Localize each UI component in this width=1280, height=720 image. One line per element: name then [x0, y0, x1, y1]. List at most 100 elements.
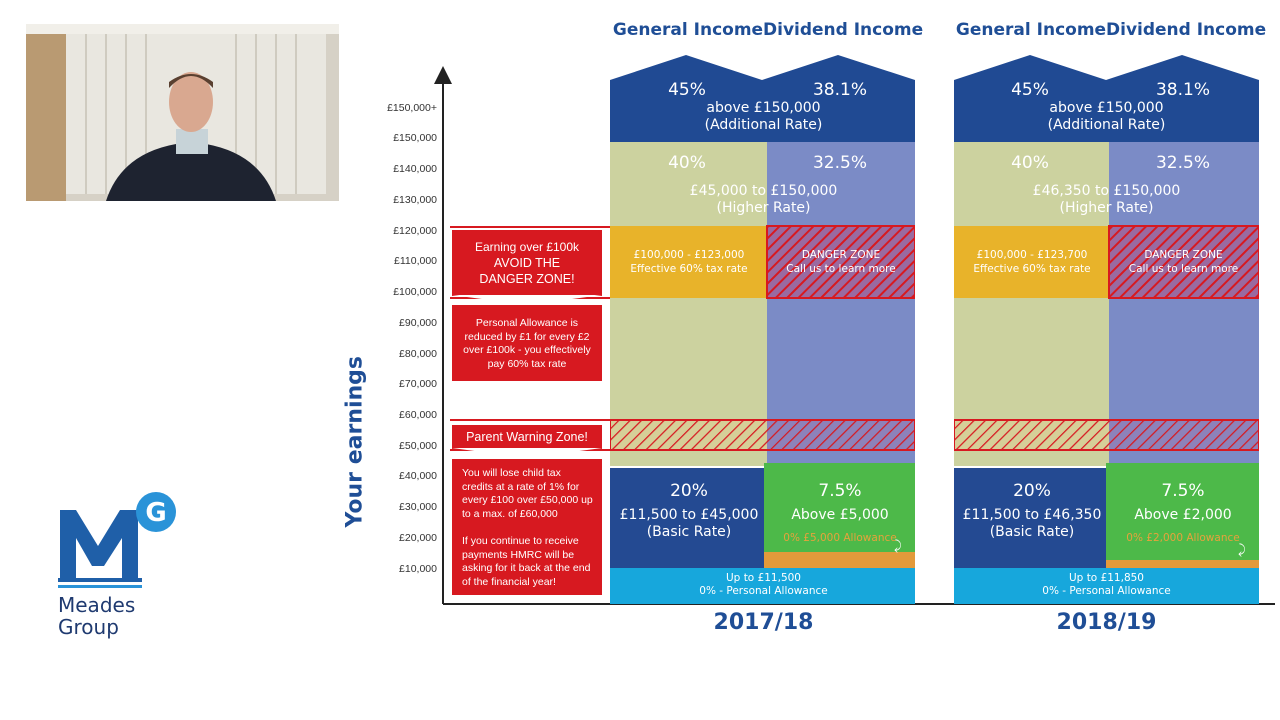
dividend-higher-pct: 32.5% [812, 153, 867, 173]
webcam-video [26, 24, 339, 201]
y-tick: £20,000 [399, 532, 437, 544]
svg-text:G: G [145, 498, 166, 528]
parent-zone-hatch-general [610, 420, 767, 450]
danger-zone-hatch [767, 226, 915, 298]
additional-rate-general [954, 55, 1106, 142]
additional-rate-range: above £150,000 [1049, 100, 1164, 116]
danger-callout-title: Earning over £100k [474, 240, 580, 254]
dividend-higher-pct: 32.5% [1155, 153, 1210, 173]
higher-rate-label: (Higher Rate) [716, 200, 811, 216]
dividend-basic-range: Above £2,000 [1134, 507, 1232, 523]
y-tick: £120,000 [393, 225, 437, 237]
danger-callout-header: Earning over £100k AVOID THE DANGER ZONE… [452, 230, 602, 296]
personal-allowance-label: 0% - Personal Allowance [699, 585, 828, 597]
general-additional-pct: 45% [668, 80, 706, 100]
danger-callout-body: Personal Allowance is reduced by £1 for … [452, 305, 602, 381]
additional-rate-dividend [1106, 55, 1259, 142]
taper-range: £100,000 - £123,000 [633, 249, 745, 261]
higher-rate-general [610, 142, 767, 466]
y-tick: £30,000 [399, 501, 437, 513]
dividend-basic-pct: 7.5% [818, 481, 862, 501]
y-tick: £90,000 [399, 317, 437, 329]
personal-allowance-label: 0% - Personal Allowance [1042, 585, 1171, 597]
basic-label: (Basic Rate) [989, 524, 1075, 540]
general-income-header: General Income [955, 20, 1107, 40]
dividend-additional-pct: 38.1% [1155, 80, 1210, 100]
dividend-income-header: Dividend Income [1106, 20, 1267, 40]
basic-pct: 20% [670, 481, 708, 501]
additional-rate-dividend [762, 55, 915, 142]
dividend-basic-pct: 7.5% [1161, 481, 1205, 501]
danger-callout-bold: AVOID THE DANGER ZONE! [479, 256, 575, 286]
higher-rate-label: (Higher Rate) [1059, 200, 1154, 216]
mg-logo-mark: G [58, 492, 176, 588]
y-tick: £40,000 [399, 470, 437, 482]
dividend-income-header: Dividend Income [763, 20, 924, 40]
dividend-allowance-band [764, 552, 915, 568]
dividend-additional-pct: 38.1% [812, 80, 867, 100]
personal-allowance-range: Up to £11,500 [726, 572, 801, 584]
basic-rate-general [954, 468, 1109, 568]
taper-band [610, 226, 767, 298]
basic-rate-dividend [764, 463, 915, 568]
y-tick: £50,000 [399, 440, 437, 452]
parent-zone-hatch-general [954, 420, 1109, 450]
danger-zone-cta: Call us to learn more [786, 263, 896, 275]
danger-zone-title: DANGER ZONE [801, 249, 881, 261]
parent-callout-text-2: If you continue to receive payments HMRC… [462, 535, 591, 588]
parent-zone-top-line [450, 419, 610, 421]
meades-group-logo: G Meades Group [58, 486, 188, 646]
general-higher-pct: 40% [1011, 153, 1049, 173]
taper-band [954, 226, 1109, 298]
y-tick: £80,000 [399, 348, 437, 360]
danger-zone-cta: Call us to learn more [1128, 263, 1239, 275]
tax-bands-2017 [610, 55, 915, 604]
basic-label: (Basic Rate) [646, 524, 732, 540]
dividend-allowance-label: 0% £2,000 Allowance [1126, 532, 1240, 544]
y-tick: £140,000 [393, 163, 437, 175]
basic-rate-dividend [1106, 463, 1259, 568]
year-label-2018: 2018/19 [1056, 610, 1157, 635]
personal-allowance-range: Up to £11,850 [1069, 572, 1144, 584]
additional-rate-label: (Additional Rate) [704, 117, 823, 133]
y-tick: £100,000 [393, 286, 437, 298]
danger-callout-notch [452, 295, 602, 305]
curved-arrow-icon: ⤸ [1238, 543, 1246, 558]
y-tick: £110,000 [393, 255, 437, 267]
basic-range: £11,500 to £46,350 [962, 507, 1102, 523]
taper-effective-rate: Effective 60% tax rate [630, 263, 748, 275]
taper-range: £100,000 - £123,700 [976, 249, 1088, 261]
general-higher-pct: 40% [668, 153, 706, 173]
tax-bands-2018 [954, 55, 1259, 604]
y-tick: £70,000 [399, 378, 437, 390]
y-axis-title: Your earnings [342, 355, 368, 528]
additional-rate-range: above £150,000 [706, 100, 821, 116]
general-additional-pct: 45% [1011, 80, 1049, 100]
parent-callout-body: You will lose child tax credits at a rat… [452, 459, 602, 595]
y-tick: £150,000+ [387, 102, 437, 114]
higher-rate-general [954, 142, 1109, 466]
general-income-header: General Income [612, 20, 764, 40]
personal-allowance-band [610, 568, 915, 604]
parent-callout-text-1: You will lose child tax credits at a rat… [462, 467, 593, 520]
personal-allowance-band [954, 568, 1259, 604]
additional-rate-label: (Additional Rate) [1047, 117, 1166, 133]
parent-callout-notch [452, 448, 602, 458]
parent-zone-hatch-dividend [767, 420, 915, 450]
basic-rate-general [610, 468, 767, 568]
danger-zone-top-line [450, 226, 610, 228]
presenter-image [26, 24, 339, 201]
y-tick: £60,000 [399, 409, 437, 421]
higher-rate-dividend [767, 142, 915, 466]
higher-rate-dividend [1109, 142, 1259, 466]
taper-effective-rate: Effective 60% tax rate [973, 263, 1091, 275]
dividend-basic-range: Above £5,000 [791, 507, 889, 523]
y-tick: £150,000 [393, 132, 437, 144]
y-axis-arrow [434, 66, 452, 84]
parent-zone-hatch-dividend [1109, 420, 1259, 450]
basic-pct: 20% [1013, 481, 1051, 501]
y-tick: £10,000 [399, 563, 437, 575]
danger-zone-hatch [1109, 226, 1259, 298]
y-tick: £130,000 [393, 194, 437, 206]
higher-rate-range: £45,000 to £150,000 [689, 183, 838, 199]
